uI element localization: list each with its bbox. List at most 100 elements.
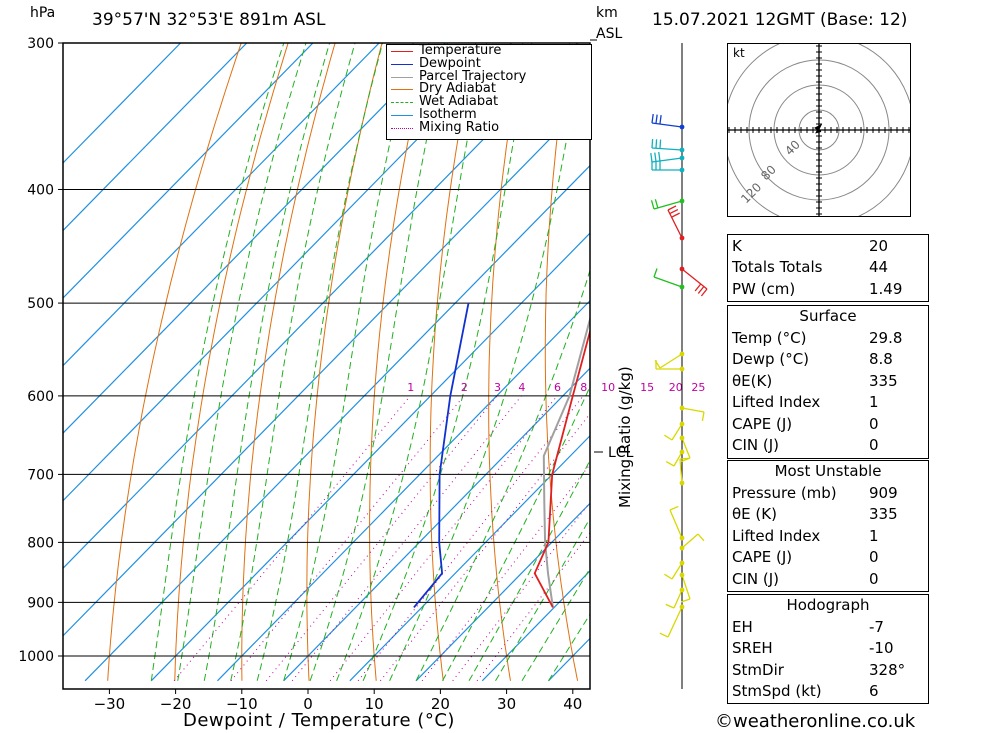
index-row: CAPE (J) 0 xyxy=(732,414,879,433)
index-row: θE(K) 335 xyxy=(732,371,898,390)
dry-adiabat-line xyxy=(992,43,1000,681)
dry-adiabat-line xyxy=(174,43,289,681)
index-row: CIN (J) 0 xyxy=(732,569,879,588)
wind-barb-column xyxy=(590,39,708,689)
pressure-tick-label: 300 xyxy=(27,36,54,52)
x-tick-label: −10 xyxy=(226,695,258,713)
pressure-tick-label: 400 xyxy=(27,182,54,198)
hodograph-chart: kt 40 80 120 xyxy=(723,34,915,226)
mixing-ratio-label: 10 xyxy=(601,381,615,394)
wind-barb xyxy=(665,587,685,609)
legend-label: Isotherm xyxy=(419,106,477,122)
index-row: CIN (J) 0 xyxy=(732,436,879,455)
wind-barb xyxy=(651,138,685,153)
hodograph-box: Hodograph EH -7 SREH -10 StmDir 328° StmSpd… xyxy=(727,594,929,704)
mixing-ratio-line xyxy=(173,395,411,682)
mixing-ratio-label: 3 xyxy=(494,381,501,394)
index-row: PW (cm) 1.49 xyxy=(732,279,903,298)
wind-barb xyxy=(679,572,691,603)
legend-entry: Dewpoint xyxy=(387,57,591,71)
wind-barb xyxy=(679,435,691,462)
index-row: Dewp (°C) 8.8 xyxy=(732,350,893,369)
legend-swatch xyxy=(391,89,413,91)
wind-barb xyxy=(665,449,685,467)
wind-barb xyxy=(655,360,685,372)
pressure-tick-label: 700 xyxy=(27,467,54,483)
isotherm-line xyxy=(63,43,380,367)
wet-adiabat-line xyxy=(230,43,356,681)
lcl-label: LCL xyxy=(608,445,634,461)
dry-adiabat-line xyxy=(306,43,383,681)
legend-swatch xyxy=(391,76,413,78)
isotherm-line xyxy=(150,232,590,682)
index-row: SREH -10 xyxy=(732,639,894,658)
isotherm-line xyxy=(415,502,590,682)
isotherm-line xyxy=(217,299,590,682)
legend-entry: Mixing Ratio xyxy=(387,119,591,135)
legend-entry: Dry Adiabat xyxy=(387,82,591,96)
asl-label: ASL xyxy=(596,26,623,42)
legend-swatch xyxy=(391,51,413,52)
index-row: Lifted Index 1 xyxy=(732,526,879,545)
wet-adiabat-line xyxy=(415,268,590,682)
x-tick-label: 30 xyxy=(497,695,516,713)
wind-barb xyxy=(679,405,705,421)
x-tick-label: 10 xyxy=(365,695,384,713)
mixing-ratio-line xyxy=(476,531,590,682)
wet-adiabat-line xyxy=(283,43,414,681)
legend-label: Mixing Ratio xyxy=(419,119,500,135)
wind-barb xyxy=(659,604,685,638)
wind-barb xyxy=(667,205,685,241)
temperature-line xyxy=(533,328,590,608)
dry-adiabat-line xyxy=(945,43,1000,681)
parcel-trajectory-line xyxy=(542,315,590,608)
mixing-ratio-line xyxy=(329,395,558,682)
index-row: CAPE (J) 0 xyxy=(732,548,879,567)
wind-barb xyxy=(679,457,690,486)
wet-adiabat-line xyxy=(256,43,384,681)
legend-label: Temperature xyxy=(419,43,502,58)
mixing-ratio-line xyxy=(421,463,590,682)
x-tick-label: 20 xyxy=(431,695,450,713)
pressure-tick-label: 900 xyxy=(27,595,54,611)
dry-adiabat-line xyxy=(544,43,579,681)
mixing-ratio-label: 20 xyxy=(669,381,683,394)
indices-top-box: K 20 Totals Totals 44 PW (cm) 1.49 xyxy=(727,234,929,302)
legend-swatch xyxy=(391,127,413,129)
wet-adiabat-line xyxy=(150,43,285,681)
isotherm-line xyxy=(63,43,181,164)
legend-label: Wet Adiabat xyxy=(419,94,499,110)
wind-barb xyxy=(679,266,708,297)
dry-adiabat-line xyxy=(653,43,712,681)
plot-frame xyxy=(62,42,591,690)
wind-barb xyxy=(679,533,705,551)
dry-adiabat-line xyxy=(429,43,477,681)
wet-adiabat-line xyxy=(336,43,488,681)
mixing-ratio-label: 1 xyxy=(407,381,414,394)
isotherm-line xyxy=(63,43,512,502)
hodo-ring-label: 40 xyxy=(782,137,803,158)
index-row: θE (K) 335 xyxy=(732,505,898,524)
legend: Temperature Dewpoint Parcel Trajectory Dry … xyxy=(386,44,592,140)
index-row: Temp (°C) 29.8 xyxy=(732,328,903,347)
isotherm-line xyxy=(283,367,590,682)
wind-barb xyxy=(650,151,685,163)
legend-entry: Isotherm xyxy=(387,106,591,122)
hodograph-unit-label: kt xyxy=(733,46,745,60)
pressure-tick-label: 1000 xyxy=(18,649,54,665)
hodo-ring-label: 120 xyxy=(738,180,764,206)
hodograph-panel: kt 40 80 120 xyxy=(723,34,915,226)
surface-title: Surface xyxy=(799,307,857,325)
hodo-ring-label: 80 xyxy=(758,162,779,183)
mixing-ratio-label: 15 xyxy=(640,381,654,394)
hodograph-trace xyxy=(814,123,823,134)
wet-adiabat-line xyxy=(309,43,448,681)
isotherm-line xyxy=(63,97,590,637)
index-row: StmSpd (kt) 6 xyxy=(732,682,879,701)
index-row: EH -7 xyxy=(732,617,884,636)
mixing-ratio-label: 4 xyxy=(518,381,525,394)
wind-barb xyxy=(664,560,685,580)
most-unstable-box: Most Unstable Pressure (mb) 909 θE (K) 335… xyxy=(727,460,929,592)
wet-adiabat-line xyxy=(177,43,307,681)
